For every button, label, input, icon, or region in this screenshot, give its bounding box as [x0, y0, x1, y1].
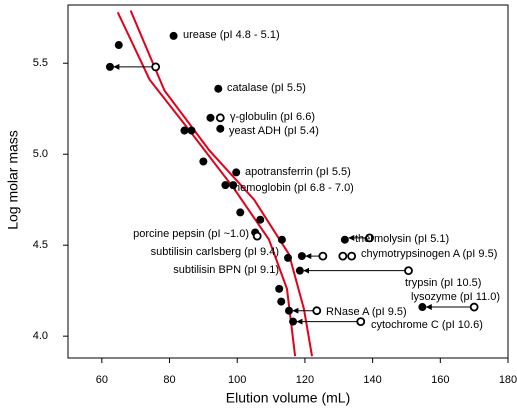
open-point — [215, 113, 225, 123]
annotation: lysozyme (pI 11.0) — [411, 291, 500, 303]
open-point — [365, 233, 374, 243]
y-tick-label: 5.5 — [33, 57, 48, 69]
annotation: porcine pepsin (pI ~1.0) — [133, 228, 249, 240]
annotation: subtilisin carlsberg (pI 9.4) — [151, 246, 279, 258]
annotation: catalase (pI 5.5) — [227, 82, 306, 94]
open-point — [252, 231, 262, 241]
filled-point — [277, 235, 286, 244]
filled-point — [295, 266, 304, 275]
filled-point — [340, 235, 349, 244]
filled-point — [297, 252, 306, 261]
filled-point — [229, 181, 238, 190]
filled-point — [277, 297, 286, 306]
x-tick-label: 100 — [228, 374, 246, 386]
x-tick-label: 180 — [499, 374, 517, 386]
y-tick-label: 4.0 — [33, 330, 48, 342]
open-point — [338, 251, 348, 261]
y-axis-title: Log molar mass — [5, 130, 21, 230]
x-tick-label: 60 — [96, 374, 108, 386]
filled-point — [256, 215, 265, 224]
open-point — [318, 251, 328, 261]
open-point — [404, 266, 413, 276]
x-tick-label: 140 — [363, 374, 381, 386]
open-point — [347, 251, 357, 261]
annotation: thermolysin (pI 5.1) — [355, 233, 449, 245]
open-point — [469, 302, 479, 312]
annotation: trypsin (pI 10.5) — [405, 277, 481, 289]
filled-point — [289, 317, 298, 326]
plot-frame — [67, 4, 509, 359]
y-tick-label: 4.5 — [33, 239, 48, 251]
filled-point — [169, 31, 178, 40]
annotation: γ-globulin (pI 6.6) — [230, 111, 315, 123]
filled-point — [236, 208, 245, 217]
y-tick-label: 5.0 — [33, 148, 48, 160]
filled-point — [216, 124, 225, 133]
filled-point — [275, 284, 284, 293]
filled-point — [285, 306, 294, 315]
annotation: RNase A (pI 9.5) — [326, 306, 407, 318]
x-tick-label: 160 — [431, 374, 449, 386]
open-point — [151, 62, 161, 72]
fit-curve — [129, 10, 314, 357]
filled-point — [232, 168, 241, 177]
filled-point — [206, 113, 215, 122]
x-axis-title: Elution volume (mL) — [226, 390, 351, 406]
x-tick-label: 120 — [296, 374, 314, 386]
open-point — [356, 317, 366, 327]
filled-point — [418, 303, 427, 312]
filled-point — [221, 181, 230, 190]
annotation: subtilisin BPN (pI 9.1) — [173, 264, 279, 276]
open-point — [312, 306, 322, 316]
annotation: apotransferrin (pI 5.5) — [245, 166, 351, 178]
filled-point — [180, 126, 189, 135]
filled-point — [284, 253, 292, 262]
filled-point — [214, 84, 223, 93]
filled-point — [114, 41, 123, 50]
filled-point — [105, 62, 114, 71]
annotation: cytochrome C (pI 10.6) — [371, 319, 483, 331]
filled-point — [187, 126, 196, 135]
filled-point — [199, 157, 208, 166]
x-tick-label: 80 — [163, 374, 175, 386]
annotation: hemoglobin (pI 6.8 - 7.0) — [234, 182, 354, 194]
annotation: urease (pI 4.8 - 5.1) — [183, 29, 280, 41]
annotation: yeast ADH (pI 5.4) — [229, 125, 319, 137]
annotation: chymotrypsinogen A (pI 9.5) — [361, 248, 497, 260]
